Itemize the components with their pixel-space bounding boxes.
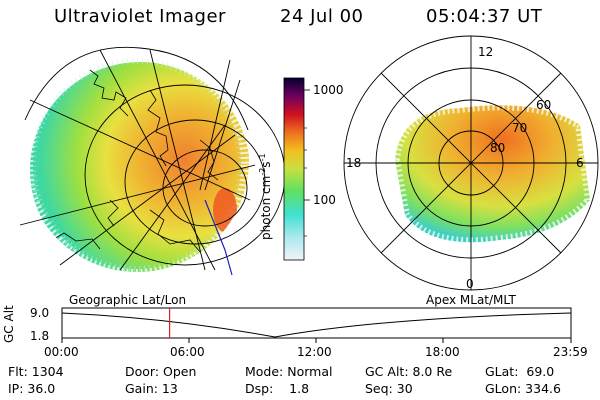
- mlat-label-60: 60: [536, 98, 552, 112]
- status-flt: Flt: 1304: [8, 364, 64, 379]
- alt-ytick-9: 9.0: [30, 306, 50, 320]
- alt-xtick-0600: 06:00: [170, 345, 205, 359]
- altitude-plot: [61, 307, 572, 343]
- mlt-label-6: 6: [576, 156, 584, 170]
- instrument-title: Ultraviolet Imager: [54, 6, 226, 27]
- polar-plot: [343, 35, 599, 291]
- status-door: Door: Open: [125, 364, 197, 379]
- alt-xtick-1200: 12:00: [297, 345, 332, 359]
- status-dsp: Dsp: 1.8: [245, 381, 310, 396]
- status-glon: GLon: 334.6: [485, 381, 561, 396]
- status-gc-alt: GC Alt: 8.0 Re: [365, 364, 453, 379]
- alt-axis-label: GC Alt: [2, 305, 16, 343]
- mlt-label-18: 18: [346, 156, 362, 170]
- color-bar: [283, 77, 310, 261]
- cbar-tick-1000: 1000: [313, 83, 344, 97]
- mlat-label-70: 70: [512, 121, 528, 135]
- right-panel-title: Apex MLat/MLT: [426, 293, 516, 307]
- alt-xtick-0000: 00:00: [44, 345, 79, 359]
- geographic-image: [19, 46, 286, 276]
- status-glat: GLat: 69.0: [485, 364, 555, 379]
- status-seq: Seq: 30: [365, 381, 413, 396]
- left-panel-title: Geographic Lat/Lon: [69, 293, 187, 307]
- cbar-unit-label: photon cm-2s-1: [258, 153, 273, 240]
- mlt-label-0: 0: [466, 277, 474, 291]
- status-ip: IP: 36.0: [8, 381, 56, 396]
- alt-xtick-2359: 23:59: [553, 345, 588, 359]
- mlt-label-12: 12: [478, 45, 494, 59]
- mlat-label-80: 80: [490, 141, 506, 155]
- alt-xtick-1800: 18:00: [425, 345, 460, 359]
- observation-date: 24 Jul 00: [280, 6, 364, 27]
- observation-time: 05:04:37 UT: [426, 6, 543, 27]
- cbar-tick-100: 100: [313, 193, 336, 207]
- status-gain: Gain: 13: [125, 381, 178, 396]
- alt-ytick-1-8: 1.8: [30, 329, 50, 343]
- status-mode: Mode: Normal: [245, 364, 333, 379]
